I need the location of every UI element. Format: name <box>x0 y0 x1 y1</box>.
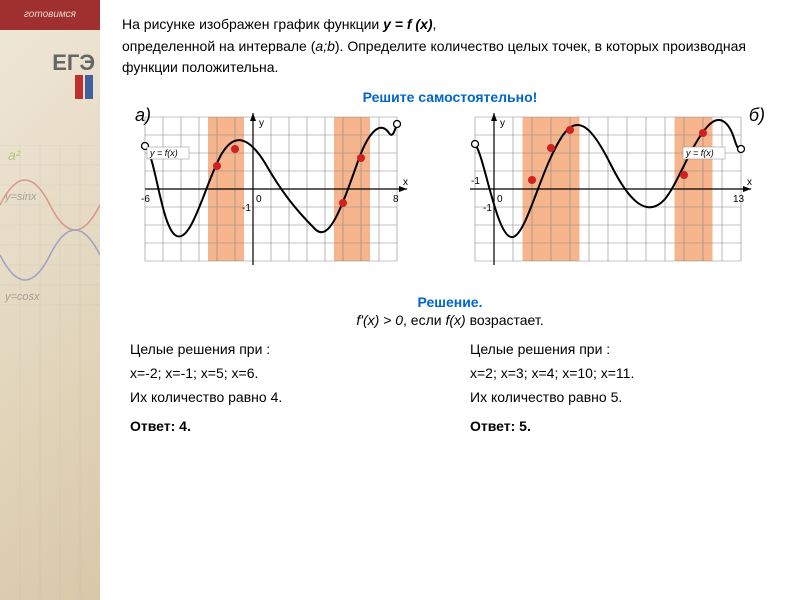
cond-mid: , если <box>403 312 445 328</box>
answer-a: Целые решения при : х=-2; х=-1; х=5; х=6… <box>130 338 430 439</box>
svg-text:0: 0 <box>256 194 262 205</box>
task-interval: a;b <box>315 38 334 54</box>
condition: f'(x) > 0, если f(x) возрастает. <box>100 312 800 328</box>
svg-text:0: 0 <box>497 194 503 205</box>
task-text-2: определенной на интервале ( <box>122 38 315 54</box>
chart-b-svg: -1 0 13 -1 y x y = f(x) <box>455 109 775 279</box>
a-ans: Ответ: 4. <box>130 415 430 439</box>
svg-text:8: 8 <box>393 194 399 205</box>
answers-row: Целые решения при : х=-2; х=-1; х=5; х=6… <box>100 328 800 439</box>
svg-text:y: y <box>259 118 264 129</box>
svg-text:-1: -1 <box>483 203 492 214</box>
svg-text:y=cosx: y=cosx <box>4 291 40 303</box>
solution-label: Решение. <box>100 294 800 310</box>
a-l1: Целые решения при : <box>130 338 430 362</box>
cond-left: f'(x) > 0 <box>356 312 403 328</box>
b-l3: Их количество равно 5. <box>470 386 770 410</box>
sidebar-top-label: готовимся <box>0 0 100 30</box>
svg-text:a²: a² <box>8 147 22 163</box>
answer-b: Целые решения при : х=2; х=3; х=4; х=10;… <box>470 338 770 439</box>
b-l1: Целые решения при : <box>470 338 770 362</box>
chart-a: а) -6 0 <box>125 109 425 284</box>
cond-right: f(x) <box>445 312 465 328</box>
svg-text:13: 13 <box>733 194 745 205</box>
svg-text:x: x <box>747 177 752 188</box>
svg-text:y = f(x): y = f(x) <box>685 148 714 158</box>
svg-text:y = f(x): y = f(x) <box>149 148 178 158</box>
chart-a-svg: -6 0 8 -1 y x y = f(x) <box>125 109 425 279</box>
cond-end: возрастает. <box>466 312 544 328</box>
chart-a-label: а) <box>135 105 151 126</box>
task-description: На рисунке изображен график функции у = … <box>100 0 800 87</box>
svg-text:x: x <box>403 177 408 188</box>
chart-b-label: б) <box>749 105 765 126</box>
sidebar-decoration: y=sinx y=cosx a² <box>0 145 100 600</box>
solve-yourself: Решите самостоятельно! <box>100 89 800 105</box>
task-text-1b: , <box>433 16 437 32</box>
svg-text:-6: -6 <box>141 194 150 205</box>
a-l3: Их количество равно 4. <box>130 386 430 410</box>
b-ans: Ответ: 5. <box>470 415 770 439</box>
svg-text:y: y <box>500 118 505 129</box>
b-l2: х=2; х=3; х=4; х=10; х=11. <box>470 362 770 386</box>
svg-text:-1: -1 <box>242 203 251 214</box>
svg-text:-1: -1 <box>471 176 480 187</box>
ege-text: ЕГЭ <box>52 50 95 76</box>
content: На рисунке изображен график функции у = … <box>100 0 800 600</box>
task-func: у = f (x) <box>383 16 432 32</box>
task-text-1: На рисунке изображен график функции <box>122 16 383 32</box>
charts-row: а) -6 0 <box>100 109 800 284</box>
a-l2: х=-2; х=-1; х=5; х=6. <box>130 362 430 386</box>
svg-text:y=sinx: y=sinx <box>4 191 37 203</box>
sidebar: готовимся ЕГЭ y=sinx y=cosx a² <box>0 0 100 600</box>
chart-b: б) -1 <box>455 109 775 284</box>
